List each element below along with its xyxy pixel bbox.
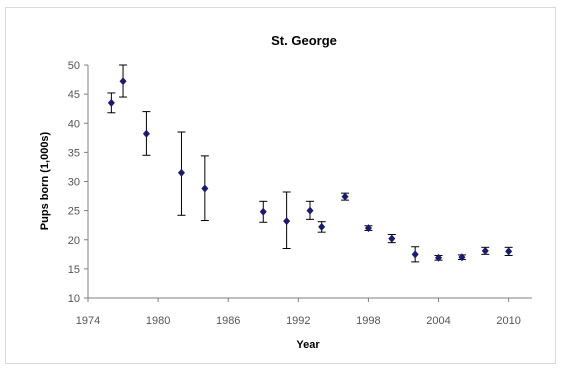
point-marker — [505, 247, 513, 256]
point-marker — [388, 234, 396, 243]
chart-frame — [5, 7, 556, 364]
chart-title: St. George — [271, 33, 337, 48]
point-marker — [201, 184, 209, 193]
y-tick-label: 25 — [68, 206, 80, 218]
point-marker — [142, 129, 150, 138]
x-axis-label: Year — [296, 339, 320, 351]
x-tick-label: 1998 — [356, 315, 380, 327]
point-marker — [283, 217, 291, 226]
data-point — [200, 155, 209, 222]
x-tick-label: 2010 — [496, 315, 520, 327]
y-tick-label: 10 — [68, 293, 80, 305]
x-tick-label: 1980 — [146, 315, 170, 327]
data-point — [142, 111, 151, 156]
point-marker — [177, 168, 185, 177]
data-point — [177, 131, 186, 216]
data-point — [119, 64, 128, 98]
data-point — [364, 224, 373, 233]
y-tick-label: 15 — [68, 264, 80, 276]
x-tick-label: 1974 — [76, 315, 100, 327]
x-tick-label: 2004 — [426, 315, 450, 327]
point-marker — [481, 246, 489, 255]
data-point — [411, 246, 420, 263]
data-point — [457, 253, 466, 262]
data-point — [481, 246, 490, 255]
y-tick-label: 50 — [68, 60, 80, 72]
point-marker — [306, 206, 314, 215]
point-marker — [318, 222, 326, 231]
y-axis-label: Pups born (1,000s) — [39, 131, 51, 230]
point-marker — [458, 253, 466, 262]
y-tick-label: 35 — [68, 147, 80, 159]
tick-labels: 10 15 20 25 30 35 40 45 50 1974 1980 1986 1992 1998 20… — [68, 60, 521, 327]
y-tick-label: 30 — [68, 177, 80, 189]
data-point — [107, 92, 116, 114]
y-tick-label: 20 — [68, 235, 80, 247]
data-point — [259, 200, 268, 223]
point-marker — [341, 192, 349, 201]
data-point — [317, 221, 326, 233]
data-points — [107, 64, 513, 263]
point-marker — [259, 207, 267, 216]
data-point — [282, 191, 291, 249]
y-tick-label: 45 — [68, 89, 80, 101]
point-marker — [119, 77, 127, 86]
data-point — [341, 192, 350, 201]
axes — [84, 64, 532, 302]
data-point — [306, 200, 314, 220]
data-point — [387, 234, 396, 244]
x-tick-label: 1992 — [286, 315, 310, 327]
x-tick-label: 1986 — [216, 315, 240, 327]
data-point — [504, 246, 513, 256]
data-point — [434, 253, 443, 262]
point-marker — [411, 250, 419, 259]
point-marker — [435, 253, 443, 262]
point-marker — [364, 224, 372, 233]
point-marker — [107, 98, 115, 107]
y-tick-label: 40 — [68, 118, 80, 130]
